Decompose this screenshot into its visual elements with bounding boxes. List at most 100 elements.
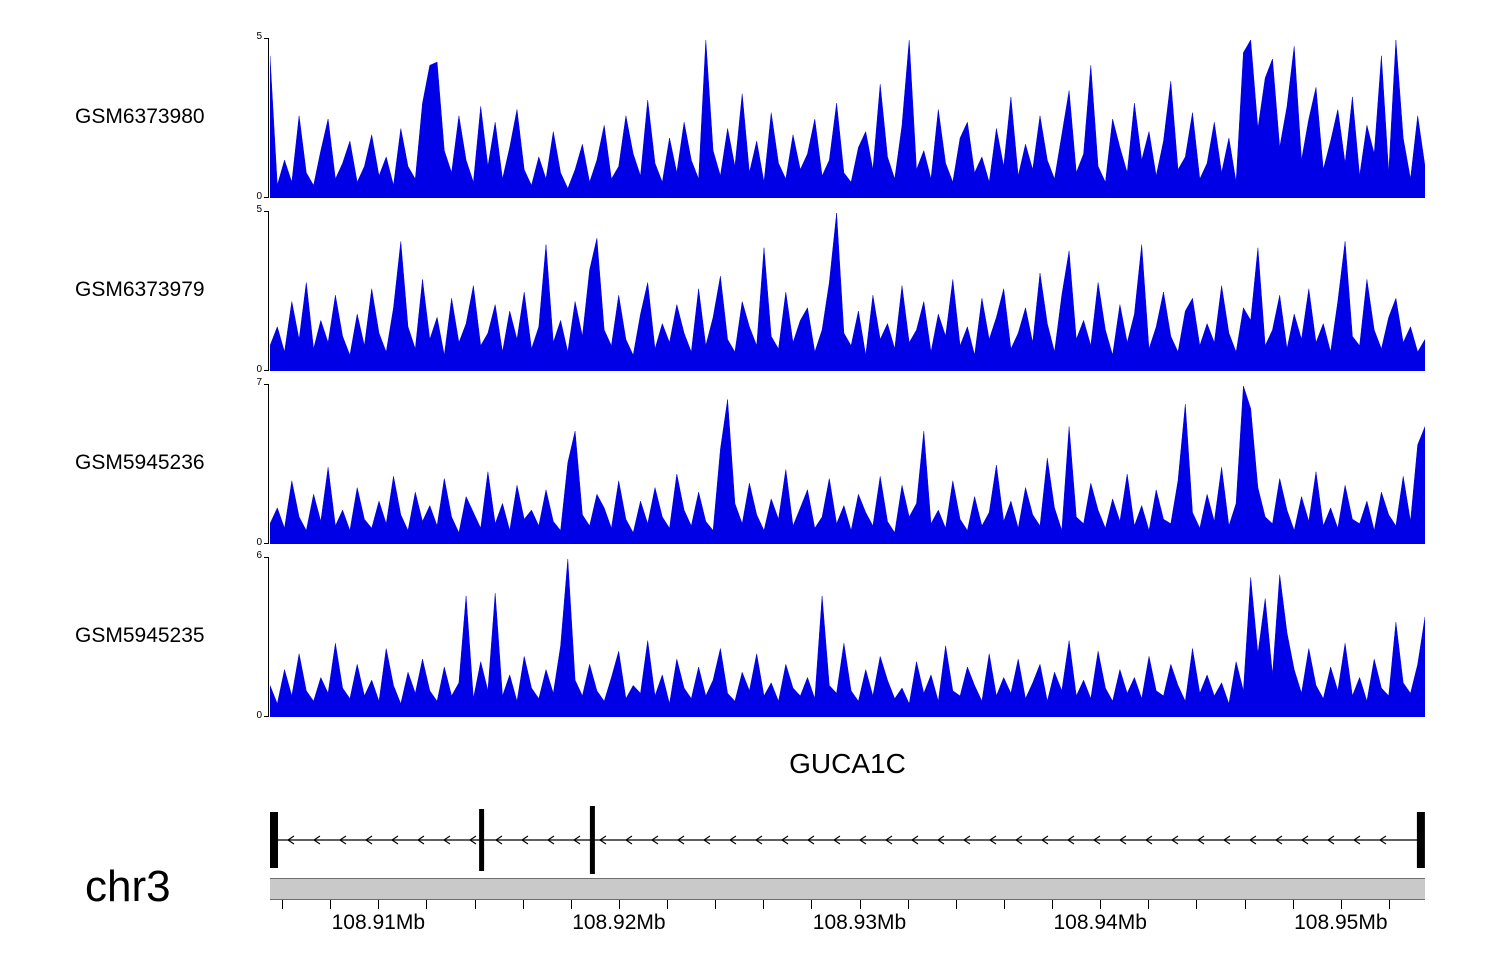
strand-arrow-left-icon	[495, 835, 503, 845]
axis-minor-tick	[715, 900, 717, 909]
gene-exon-box	[1416, 812, 1425, 868]
strand-arrow-left-icon	[1275, 835, 1283, 845]
strand-arrow-left-icon	[729, 835, 737, 845]
strand-arrow-left-icon	[703, 835, 711, 845]
axis-tick-label: 108.93Mb	[812, 911, 907, 934]
strand-arrow-left-icon	[1145, 835, 1153, 845]
strand-arrow-left-icon	[911, 835, 919, 845]
axis-minor-tick	[570, 900, 572, 909]
gene-exon-box	[270, 812, 278, 868]
axis-minor-tick	[330, 900, 332, 909]
strand-arrow-left-icon	[1327, 835, 1335, 845]
axis-minor-tick	[955, 900, 957, 909]
y-axis-tick	[264, 716, 269, 717]
strand-arrow-left-icon	[1301, 835, 1309, 845]
y-axis-max-label: 7	[256, 377, 262, 388]
strand-arrow-left-icon	[573, 835, 581, 845]
y-axis-line	[268, 384, 269, 544]
axis-minor-tick	[1052, 900, 1053, 909]
strand-arrow-left-icon	[287, 835, 295, 845]
track-label: GSM5945236	[75, 451, 205, 474]
gene-model-track	[270, 806, 1425, 874]
y-axis-line	[268, 557, 269, 717]
chromosome-bar	[270, 878, 1425, 900]
y-axis-tick	[264, 370, 269, 371]
axis-tick-label: 108.95Mb	[1294, 911, 1388, 934]
strand-arrow-left-icon	[651, 835, 659, 845]
coverage-area-plot	[270, 558, 1425, 717]
axis-minor-tick	[1388, 900, 1390, 909]
coverage-area	[270, 39, 1425, 198]
axis-minor-tick	[1148, 900, 1150, 909]
y-axis-min-label: 0	[256, 537, 262, 548]
strand-arrow-left-icon	[625, 835, 633, 845]
y-axis-min-label: 0	[256, 191, 262, 202]
coverage-area	[270, 558, 1425, 717]
chromosome-label: chr3	[85, 862, 171, 911]
axis-tick-label: 108.94Mb	[1053, 911, 1147, 934]
track-label: GSM6373979	[75, 278, 205, 301]
strand-arrow-left-icon	[1015, 835, 1023, 845]
strand-arrow-left-icon	[365, 835, 373, 845]
y-axis-min-label: 0	[256, 364, 262, 375]
strand-arrow-left-icon	[417, 835, 425, 845]
strand-arrow-left-icon	[677, 835, 685, 845]
y-axis-tick	[264, 197, 269, 198]
axis-minor-tick	[474, 900, 476, 909]
axis-minor-tick	[282, 900, 283, 909]
coverage-area-plot	[270, 212, 1425, 371]
strand-arrow-left-icon	[521, 835, 529, 845]
gene-name-label: GUCA1C	[789, 748, 906, 779]
strand-arrow-left-icon	[339, 835, 347, 845]
y-axis-line	[268, 38, 269, 198]
axis-minor-tick	[618, 900, 620, 909]
y-axis-tick	[264, 38, 269, 39]
axis-minor-tick	[426, 900, 428, 909]
axis-minor-tick	[378, 900, 380, 909]
strand-arrow-left-icon	[989, 835, 997, 845]
axis-minor-tick	[1292, 900, 1294, 909]
y-axis-line	[268, 211, 269, 371]
axis-tick-label: 108.92Mb	[572, 911, 666, 934]
strand-arrow-left-icon	[391, 835, 399, 845]
strand-arrow-left-icon	[313, 835, 321, 845]
strand-arrow-left-icon	[1171, 835, 1179, 845]
genome-axis-labels: 108.91Mb 108.92Mb 108.93Mb 108.94Mb 108.95Mb	[270, 911, 1425, 941]
strand-arrow-left-icon	[859, 835, 867, 845]
strand-arrow-left-icon	[755, 835, 763, 845]
strand-arrow-left-icon	[1067, 835, 1075, 845]
y-axis-max-label: 6	[256, 550, 262, 561]
strand-arrow-left-icon	[1353, 835, 1361, 845]
genome-axis-ticks	[270, 900, 1425, 912]
axis-minor-tick	[763, 900, 765, 909]
coverage-area	[270, 212, 1425, 371]
strand-arrow-left-icon	[443, 835, 451, 845]
gene-exon-box	[589, 806, 595, 874]
axis-minor-tick	[811, 900, 813, 909]
coverage-area-plot	[270, 39, 1425, 198]
strand-arrow-left-icon	[1119, 835, 1127, 845]
strand-arrow-left-icon	[1041, 835, 1049, 845]
axis-minor-tick	[1244, 900, 1246, 909]
strand-arrow-left-icon	[547, 835, 555, 845]
track-label: GSM6373980	[75, 105, 205, 128]
axis-minor-tick	[1003, 900, 1005, 909]
axis-minor-tick	[667, 900, 668, 909]
axis-minor-tick	[1196, 900, 1198, 909]
axis-minor-tick	[1100, 900, 1102, 909]
track-label: GSM5945235	[75, 624, 205, 647]
axis-minor-tick	[907, 900, 909, 909]
gene-exon-box	[479, 809, 485, 871]
strand-arrow-left-icon	[885, 835, 893, 845]
strand-arrow-left-icon	[1197, 835, 1205, 845]
axis-minor-tick	[1340, 900, 1342, 909]
y-axis-tick	[264, 384, 269, 385]
strand-arrow-left-icon	[1379, 835, 1387, 845]
strand-arrow-left-icon	[807, 835, 815, 845]
strand-arrow-left-icon	[963, 835, 971, 845]
coverage-area-plot	[270, 385, 1425, 544]
strand-arrow-left-icon	[599, 835, 607, 845]
coverage-area	[270, 385, 1425, 544]
y-axis-tick	[264, 211, 269, 212]
